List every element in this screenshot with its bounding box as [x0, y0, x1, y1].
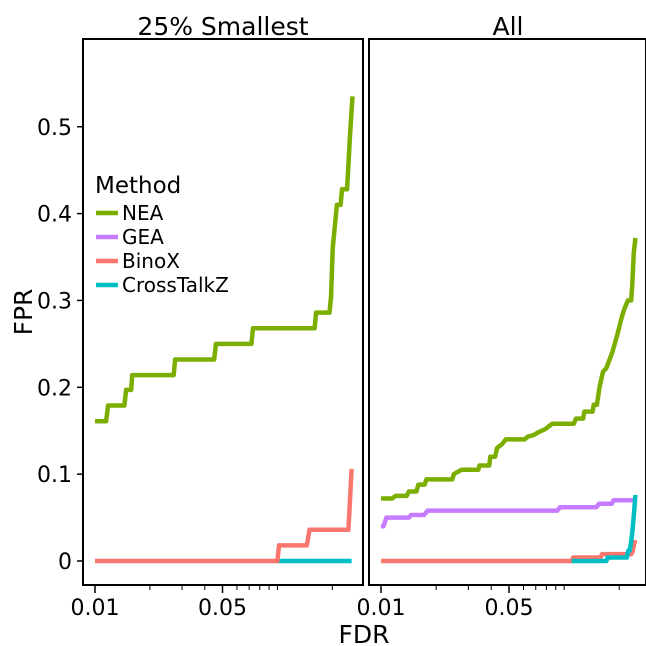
series-line-gea-right — [381, 497, 636, 529]
panel-title-left: 25% Smallest — [137, 12, 308, 41]
x-axis-label: FDR — [338, 620, 389, 646]
y-axis-label: FPR — [9, 289, 38, 336]
x-tick-label: 0.01 — [357, 596, 406, 621]
series-right-panel — [381, 237, 638, 564]
legend-label-binox: BinoX — [122, 249, 180, 273]
x-tick-label: 0.01 — [71, 596, 120, 621]
legend-label-crosstalkz: CrossTalkZ — [122, 273, 229, 297]
y-tick-label: 0.4 — [37, 203, 72, 228]
series-left-panel — [95, 96, 355, 564]
y-tick-label: 0.5 — [37, 116, 72, 141]
panel-right-frame — [368, 38, 646, 586]
series-line-crosstalkz-right — [571, 494, 638, 564]
series-line-binox-right — [381, 539, 638, 564]
series-line-nea-right — [381, 237, 638, 501]
y-tick-label: 0 — [58, 550, 72, 575]
legend-title: Method — [95, 173, 181, 199]
y-tick-label: 0.3 — [37, 289, 72, 314]
legend-label-nea: NEA — [122, 201, 164, 225]
series-line-binox-left — [95, 468, 354, 564]
x-tick-label: 0.05 — [485, 596, 534, 621]
series-line-nea-left — [95, 96, 355, 424]
legend-label-gea: GEA — [122, 225, 164, 249]
panel-title-right: All — [493, 12, 524, 41]
axis-ticks: 0 0.1 0.2 0.3 0.4 0.5 0.01 0.05 0.01 0.05 — [37, 116, 620, 621]
y-tick-label: 0.2 — [37, 376, 72, 401]
x-tick-label: 0.05 — [198, 596, 247, 621]
y-tick-label: 0.1 — [37, 463, 72, 488]
